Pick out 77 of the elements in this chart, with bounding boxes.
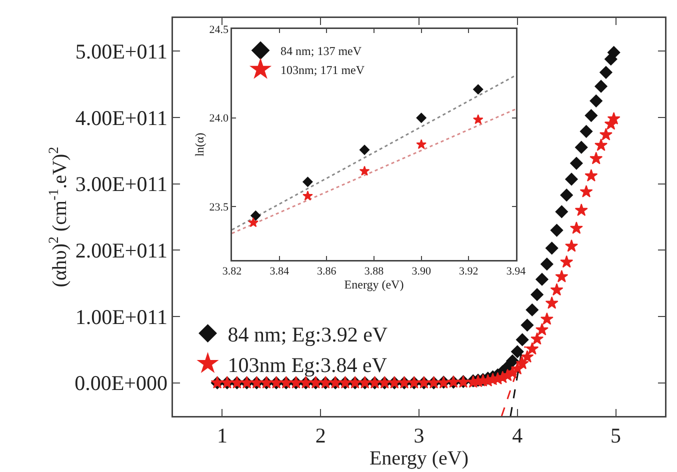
point <box>530 288 544 301</box>
x-tick-label: 1 <box>216 424 228 448</box>
point <box>473 84 484 94</box>
y-tick-label: 3.00E+011 <box>75 172 168 196</box>
x-tick-label: 3 <box>414 424 424 448</box>
x-tick-label: 3.84 <box>270 266 290 278</box>
point <box>575 141 588 154</box>
point <box>520 350 534 363</box>
point <box>545 296 558 309</box>
point <box>565 239 578 252</box>
y-tick-label: 24.5 <box>209 24 229 36</box>
y-tick-label: 1.00E+011 <box>75 304 168 329</box>
point <box>570 221 583 234</box>
x-tick-label: 3.86 <box>317 266 337 278</box>
legend-label: 84 nm; Eg:3.92 eV <box>228 322 388 346</box>
x-tick-label: 3.94 <box>506 266 526 278</box>
point <box>584 169 598 182</box>
point <box>555 205 568 218</box>
point <box>550 283 564 296</box>
x-tick-label: 5 <box>610 424 622 448</box>
point <box>599 128 612 140</box>
legend-label: 103nm Eg:3.84 eV <box>228 352 387 377</box>
point <box>580 125 593 138</box>
point <box>574 204 588 216</box>
point <box>248 217 258 228</box>
point <box>359 144 370 155</box>
point <box>570 156 583 170</box>
point <box>250 210 261 221</box>
point <box>560 255 574 268</box>
point <box>550 224 564 237</box>
point <box>416 139 426 149</box>
point <box>359 166 370 176</box>
point <box>555 270 568 282</box>
x-tick-label: 3.90 <box>412 266 432 278</box>
y-tick-label: 24.0 <box>209 112 229 125</box>
x-tick-label: 3.82 <box>222 266 242 278</box>
point <box>302 190 313 200</box>
point <box>607 46 620 59</box>
point <box>590 152 603 164</box>
point <box>536 273 548 286</box>
y-tick-label: 2.00E+011 <box>75 238 168 263</box>
point <box>526 304 539 316</box>
point <box>565 172 578 186</box>
point <box>511 345 524 358</box>
point <box>560 188 573 202</box>
y-axis-title: ln(α) <box>192 132 207 156</box>
point <box>580 184 593 198</box>
point <box>472 114 484 124</box>
point <box>416 112 426 123</box>
point <box>302 176 313 187</box>
point <box>506 354 519 368</box>
y-tick-label: 5.00E+011 <box>75 40 168 64</box>
y-tick-label: 23.5 <box>209 202 229 214</box>
point <box>545 242 558 255</box>
legend-label: 103nm; 171 meV <box>280 63 365 78</box>
x-tick-label: 4 <box>512 424 524 448</box>
point <box>590 94 602 108</box>
x-tick-label: 2 <box>315 424 326 448</box>
x-axis-title: Energy (eV) <box>369 448 469 470</box>
y-tick-label: 0.00E+000 <box>74 371 168 396</box>
point <box>607 112 620 124</box>
point <box>540 258 554 270</box>
point <box>526 342 539 355</box>
point <box>540 312 554 325</box>
x-axis-title: Energy (eV) <box>344 278 404 292</box>
x-tick-label: 3.92 <box>459 266 478 278</box>
y-tick-label: 4.00E+011 <box>75 106 168 130</box>
legend-label: 84 nm; 137 meV <box>280 44 362 58</box>
point <box>516 333 529 346</box>
point <box>584 109 598 122</box>
point <box>594 138 608 151</box>
point <box>520 318 534 332</box>
point <box>594 80 608 93</box>
point <box>600 66 612 79</box>
point <box>536 322 548 336</box>
point <box>530 332 544 345</box>
x-tick-label: 3.88 <box>364 266 384 278</box>
